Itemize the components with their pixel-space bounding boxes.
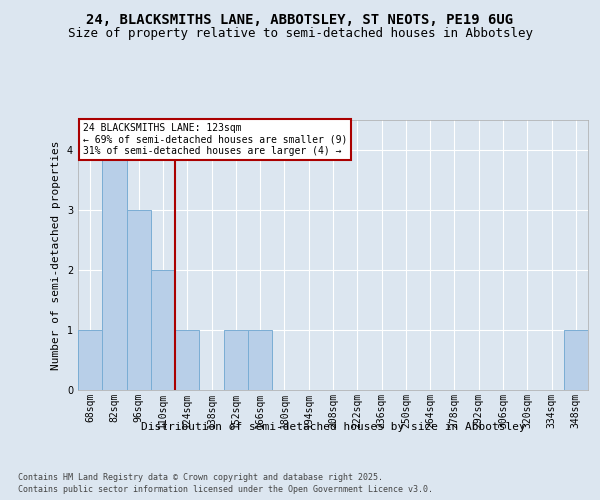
Bar (127, 210, 151, 390)
Text: Size of property relative to semi-detached houses in Abbotsley: Size of property relative to semi-detach… (67, 28, 533, 40)
Text: Contains HM Land Registry data © Crown copyright and database right 2025.: Contains HM Land Registry data © Crown c… (18, 472, 383, 482)
Text: Contains public sector information licensed under the Open Government Licence v3: Contains public sector information licen… (18, 485, 433, 494)
Text: 24 BLACKSMITHS LANE: 123sqm
← 69% of semi-detached houses are smaller (9)
31% of: 24 BLACKSMITHS LANE: 123sqm ← 69% of sem… (83, 122, 347, 156)
Bar (564, 330, 588, 390)
Bar (151, 270, 175, 390)
Text: Distribution of semi-detached houses by size in Abbotsley: Distribution of semi-detached houses by … (140, 422, 526, 432)
Text: 24, BLACKSMITHS LANE, ABBOTSLEY, ST NEOTS, PE19 6UG: 24, BLACKSMITHS LANE, ABBOTSLEY, ST NEOT… (86, 12, 514, 26)
Bar (175, 330, 199, 390)
Bar (224, 330, 248, 390)
Bar (78, 330, 102, 390)
Bar (248, 330, 272, 390)
Bar (102, 150, 127, 390)
Y-axis label: Number of semi-detached properties: Number of semi-detached properties (52, 140, 61, 370)
